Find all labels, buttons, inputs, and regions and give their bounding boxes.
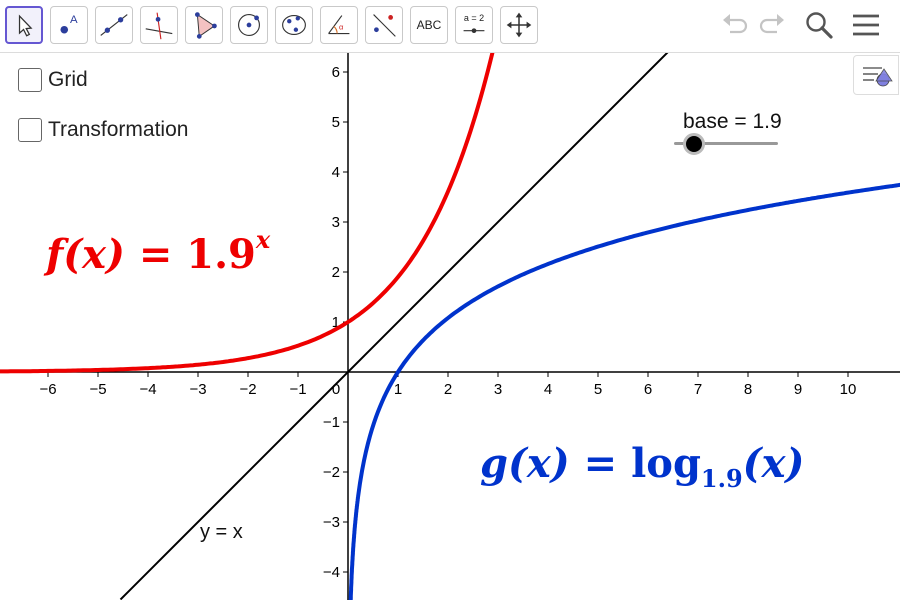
y-tick-label: 1 [332, 314, 340, 331]
f-base: 1.9 [186, 231, 256, 278]
g-base: 1.9 [700, 464, 743, 493]
logarithm-curve [348, 182, 900, 600]
x-tick-label: −6 [39, 381, 56, 398]
x-tick-label: 8 [744, 381, 752, 398]
grid-checkbox-label: Grid [48, 68, 88, 91]
redo-button[interactable] [755, 8, 789, 42]
transformation-checkbox[interactable] [18, 118, 42, 142]
move-graphics-tool-button[interactable] [500, 6, 538, 44]
base-slider-label: base = 1.9 [683, 110, 782, 133]
x-tick-label: 2 [444, 381, 452, 398]
text-tool-label: ABC [416, 18, 442, 32]
slider-tool-label: a = 2 [463, 13, 485, 23]
ellipse-tool-button[interactable] [275, 6, 313, 44]
x-tick-label: 5 [594, 381, 602, 398]
x-tick-label: 6 [644, 381, 652, 398]
y-tick-label: 2 [332, 264, 340, 281]
style-bar-toggle[interactable] [853, 55, 899, 95]
g-log: log [631, 440, 701, 487]
undo-button[interactable] [718, 8, 752, 42]
circle-tool-button[interactable] [230, 6, 268, 44]
grid-checkbox[interactable] [18, 68, 42, 92]
g-function-label: g(x) = log1.9(x) [480, 440, 804, 493]
f-function-label: f(x) = 1.9x [46, 225, 270, 278]
identity-line [119, 53, 669, 600]
y-tick-label: −2 [323, 464, 340, 481]
y-tick-label: −4 [323, 564, 340, 581]
move-tool-button[interactable] [5, 6, 43, 44]
svg-text:A: A [70, 14, 78, 26]
reflect-line-icon [373, 14, 396, 37]
y-tick-label: 5 [332, 114, 340, 131]
g-equals: = [583, 440, 618, 487]
f-name: f(x) [46, 231, 125, 278]
x-tick-label: −2 [239, 381, 256, 398]
identity-line-label: y = x [200, 521, 243, 543]
menu-button[interactable] [849, 8, 883, 42]
line-icon [100, 14, 128, 36]
move-graphics-icon [506, 12, 532, 38]
angle-tool-button[interactable]: α [320, 6, 358, 44]
polygon-tool-button[interactable] [185, 6, 223, 44]
menu-icon [853, 14, 879, 36]
y-tick-label: −3 [323, 514, 340, 531]
reflect-tool-button[interactable] [365, 6, 403, 44]
redo-icon [759, 14, 784, 34]
x-tick-label: 3 [494, 381, 502, 398]
polygon-icon [195, 12, 217, 39]
slider-icon [463, 28, 485, 34]
toolbar: A α ABC a = 2 [0, 0, 900, 53]
ellipse-icon [282, 14, 306, 36]
x-tick-label: −3 [189, 381, 206, 398]
search-button[interactable] [802, 8, 836, 42]
search-icon [806, 12, 833, 39]
exponential-curve [0, 53, 495, 374]
transformation-checkbox-row[interactable]: Transformation [18, 117, 188, 143]
x-tick-label: 9 [794, 381, 802, 398]
g-name: g(x) [480, 440, 570, 487]
graphics-view[interactable]: −6 −5 −4 −3 −2 −1 0 1 2 3 4 5 6 7 8 9 10 6 5 4 3 2 1 −1 −2 −3 −4 [0, 53, 900, 600]
y-tick-label: 4 [332, 164, 340, 181]
perpendicular-line-icon [145, 12, 173, 40]
circle-icon [238, 14, 260, 36]
point-tool-button[interactable]: A [50, 6, 88, 44]
point-icon: A [60, 14, 78, 34]
x-tick-label: 4 [544, 381, 552, 398]
x-tick-label: 10 [840, 381, 857, 398]
pointer-arrow-icon [18, 14, 33, 37]
slider-tool-button[interactable]: a = 2 [455, 6, 493, 44]
x-tick-label: 0 [332, 381, 340, 398]
x-tick-label: −1 [289, 381, 306, 398]
x-tick-label: −5 [89, 381, 106, 398]
y-tick-label: −1 [323, 414, 340, 431]
x-tick-label: −4 [139, 381, 156, 398]
perpendicular-tool-button[interactable] [140, 6, 178, 44]
svg-text:α: α [339, 23, 344, 32]
coordinate-plane[interactable]: −6 −5 −4 −3 −2 −1 0 1 2 3 4 5 6 7 8 9 10 6 5 4 3 2 1 −1 −2 −3 −4 [0, 53, 900, 600]
style-bar-icon [863, 67, 893, 87]
base-slider-knob[interactable] [683, 133, 705, 155]
x-tick-label: 1 [394, 381, 402, 398]
x-tick-label: 7 [694, 381, 702, 398]
g-argument: (x) [742, 440, 805, 487]
base-slider-track[interactable] [674, 142, 778, 145]
undo-icon [723, 14, 748, 34]
f-equals: = [138, 231, 173, 278]
transformation-checkbox-label: Transformation [48, 118, 189, 141]
angle-icon: α [328, 15, 350, 35]
y-tick-label: 3 [332, 214, 340, 231]
f-exponent: x [255, 225, 271, 254]
line-tool-button[interactable] [95, 6, 133, 44]
text-tool-button[interactable]: ABC [410, 6, 448, 44]
y-tick-label: 6 [332, 64, 340, 81]
grid-checkbox-row[interactable]: Grid [18, 67, 88, 93]
